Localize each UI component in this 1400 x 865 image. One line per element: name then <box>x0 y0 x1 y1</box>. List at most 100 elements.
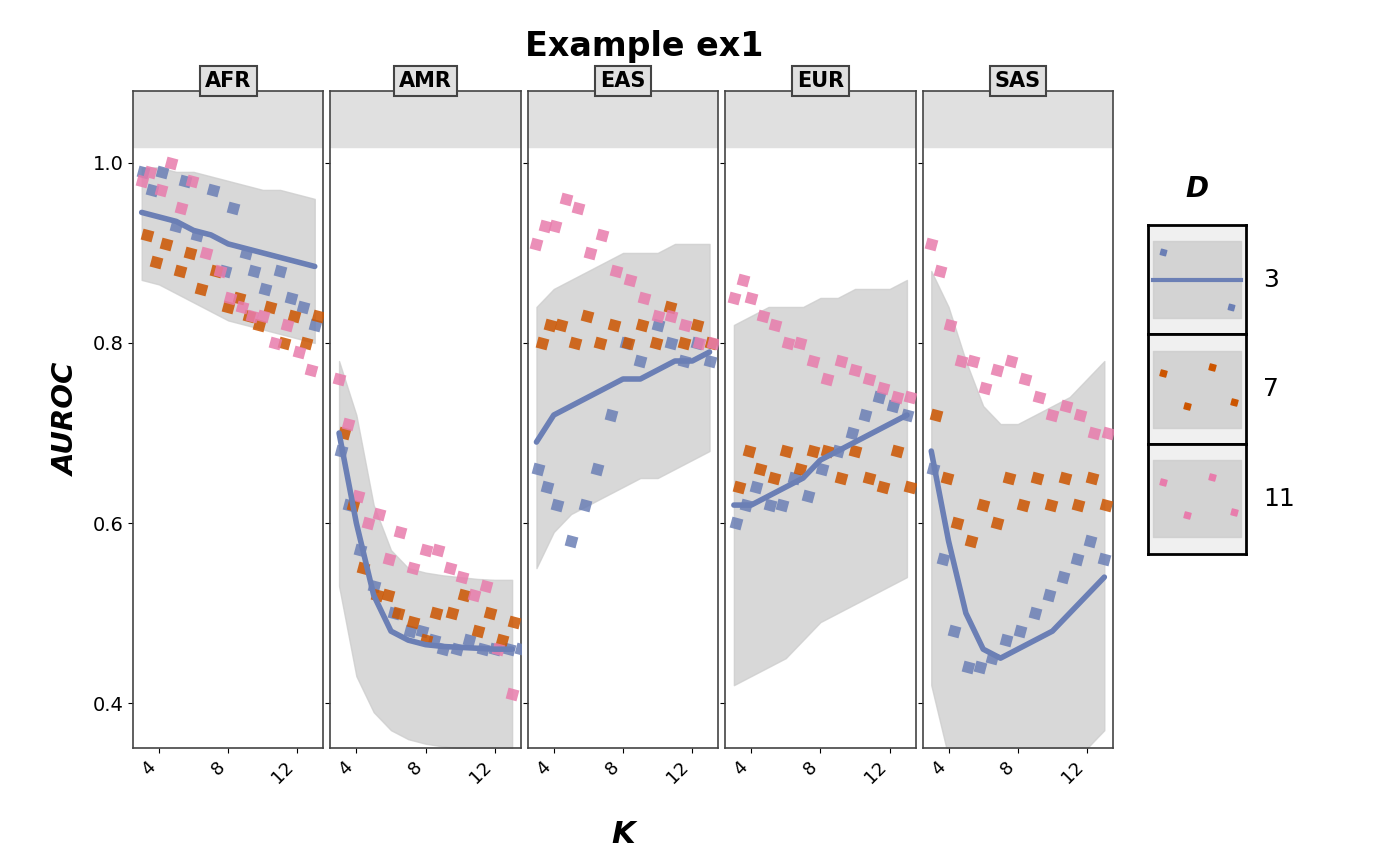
Point <box>463 588 486 602</box>
Point <box>132 165 154 179</box>
Point <box>686 336 708 350</box>
Point <box>811 462 833 476</box>
Point <box>816 444 839 458</box>
Point <box>797 489 819 503</box>
Point <box>935 471 958 485</box>
Point <box>633 291 655 304</box>
Text: EUR: EUR <box>797 71 844 91</box>
Point <box>539 318 561 332</box>
Point <box>699 354 721 368</box>
Point <box>672 336 694 350</box>
Point <box>227 291 249 304</box>
Point <box>580 246 602 260</box>
Point <box>253 282 276 296</box>
Point <box>1008 625 1030 638</box>
Point <box>986 516 1008 530</box>
Point <box>402 561 424 575</box>
Point <box>223 201 245 215</box>
Point <box>1151 366 1173 380</box>
Point <box>585 462 608 476</box>
Point <box>1014 372 1036 386</box>
Point <box>1096 426 1119 440</box>
Point <box>661 336 683 350</box>
Point <box>1095 498 1117 512</box>
Point <box>328 372 350 386</box>
Point <box>259 300 281 314</box>
Point <box>412 625 434 638</box>
Point <box>629 354 651 368</box>
Point <box>336 417 358 431</box>
Point <box>141 183 164 197</box>
Point <box>764 318 787 332</box>
Point <box>171 201 193 215</box>
Point <box>554 192 577 206</box>
Point <box>899 390 921 404</box>
Point <box>599 408 622 422</box>
Point <box>273 336 295 350</box>
Text: 7: 7 <box>1263 377 1278 401</box>
Point <box>195 246 217 260</box>
Point <box>575 309 598 323</box>
Point <box>858 372 881 386</box>
Point <box>291 300 314 314</box>
Point <box>560 535 582 548</box>
Bar <box>923 91 1113 147</box>
Point <box>179 246 202 260</box>
Point <box>150 183 172 197</box>
Point <box>501 688 524 702</box>
Point <box>777 336 799 350</box>
Point <box>427 543 449 557</box>
Point <box>497 642 519 656</box>
Point <box>974 381 997 395</box>
Point <box>546 498 568 512</box>
Point <box>731 273 753 287</box>
Point <box>986 363 1008 377</box>
Point <box>280 291 302 304</box>
Point <box>487 642 510 656</box>
Point <box>231 300 253 314</box>
Point <box>788 462 811 476</box>
Point <box>872 480 895 494</box>
Point <box>545 219 567 233</box>
Point <box>295 336 318 350</box>
Point <box>802 444 825 458</box>
Point <box>661 309 683 323</box>
Point <box>1056 399 1078 413</box>
Point <box>728 480 750 494</box>
Point <box>174 174 196 188</box>
Point <box>1042 408 1064 422</box>
Point <box>1079 535 1102 548</box>
Bar <box>528 91 718 147</box>
Point <box>872 381 895 395</box>
Point <box>329 444 351 458</box>
Point <box>647 309 669 323</box>
Point <box>644 336 666 350</box>
Point <box>896 408 918 422</box>
Point <box>1053 471 1075 485</box>
Text: AFR: AFR <box>204 71 252 91</box>
Bar <box>330 91 521 147</box>
Point <box>217 300 239 314</box>
Point <box>214 264 237 278</box>
Point <box>431 642 454 656</box>
Text: Example ex1: Example ex1 <box>525 30 763 63</box>
Point <box>1051 570 1074 584</box>
Point <box>956 660 979 674</box>
Point <box>452 588 475 602</box>
Point <box>388 525 410 539</box>
Point <box>1176 509 1198 522</box>
Point <box>533 219 556 233</box>
Point <box>574 498 596 512</box>
Point <box>234 246 256 260</box>
Point <box>386 606 409 620</box>
Point <box>154 237 176 251</box>
Point <box>479 606 501 620</box>
Point <box>858 471 881 485</box>
Point <box>567 201 589 215</box>
Point <box>438 561 461 575</box>
Point <box>925 408 948 422</box>
Point <box>441 606 463 620</box>
Point <box>722 291 745 304</box>
Point <box>181 174 203 188</box>
Point <box>994 633 1016 647</box>
